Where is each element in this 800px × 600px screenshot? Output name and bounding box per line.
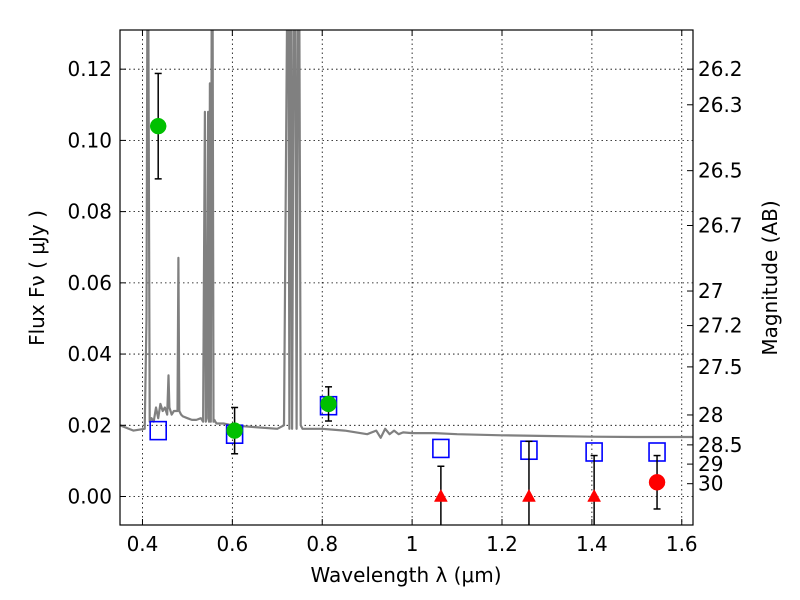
- grid: [120, 30, 693, 525]
- marginal-detection-point: [648, 474, 666, 491]
- x-axis-label: Wavelength λ (μm): [310, 563, 501, 587]
- y2-tick-label: 27.5: [698, 355, 743, 379]
- y2-tick-label: 26.5: [698, 159, 743, 183]
- x-tick-label: 1.2: [486, 532, 518, 556]
- x-tick-label: 0.8: [306, 532, 338, 556]
- y-axis-label: Flux Fν ( μJy ): [25, 210, 49, 346]
- x-tick-label: 1.6: [666, 532, 698, 556]
- y-tick-label: 0.04: [67, 342, 112, 366]
- sed-model-line: [120, 30, 693, 439]
- y2-axis-label: Magnitude (AB): [758, 200, 782, 355]
- y2-tick-label: 26.2: [698, 57, 743, 81]
- y-tick-label: 0.02: [67, 413, 112, 437]
- x-tick-label: 0.4: [127, 532, 159, 556]
- upper-limit-triangle: [587, 488, 602, 502]
- y2-tick-label: 28.5: [698, 433, 743, 457]
- upper-limit-triangle: [433, 488, 448, 502]
- y2-tick-label: 27.2: [698, 314, 743, 338]
- y-tick-label: 0.06: [67, 271, 112, 295]
- y2-tick-label: 26.3: [698, 93, 743, 117]
- detection-point: [149, 117, 167, 135]
- y-tick-label: 0.00: [67, 485, 112, 509]
- model-photometry-square: [432, 438, 450, 459]
- plot-area: [120, 30, 693, 525]
- x-tick-label: 1.4: [576, 532, 608, 556]
- y-tick-label: 0.10: [67, 128, 112, 152]
- x-tick-label: 1: [406, 532, 419, 556]
- ticks: 0.4 0.6 0.8 1 1.2 1.4 1.6 0.00 0.02 0.04 0.06 0.08 0…: [67, 30, 743, 556]
- y2-tick-label: 29: [698, 452, 723, 476]
- upper-limit-triangle: [522, 488, 536, 502]
- model-photometry-square: [149, 420, 167, 441]
- y-tick-label: 0.12: [67, 57, 112, 81]
- detection-point: [226, 422, 243, 439]
- y2-tick-label: 30: [698, 472, 723, 496]
- plot-frame: [119, 29, 694, 526]
- y2-tick-label: 28: [698, 403, 723, 427]
- y2-tick-label: 26.7: [698, 214, 743, 238]
- y-tick-label: 0.08: [67, 200, 112, 224]
- detection-point: [320, 395, 337, 413]
- y2-tick-label: 27: [698, 279, 723, 303]
- x-tick-label: 0.6: [216, 532, 248, 556]
